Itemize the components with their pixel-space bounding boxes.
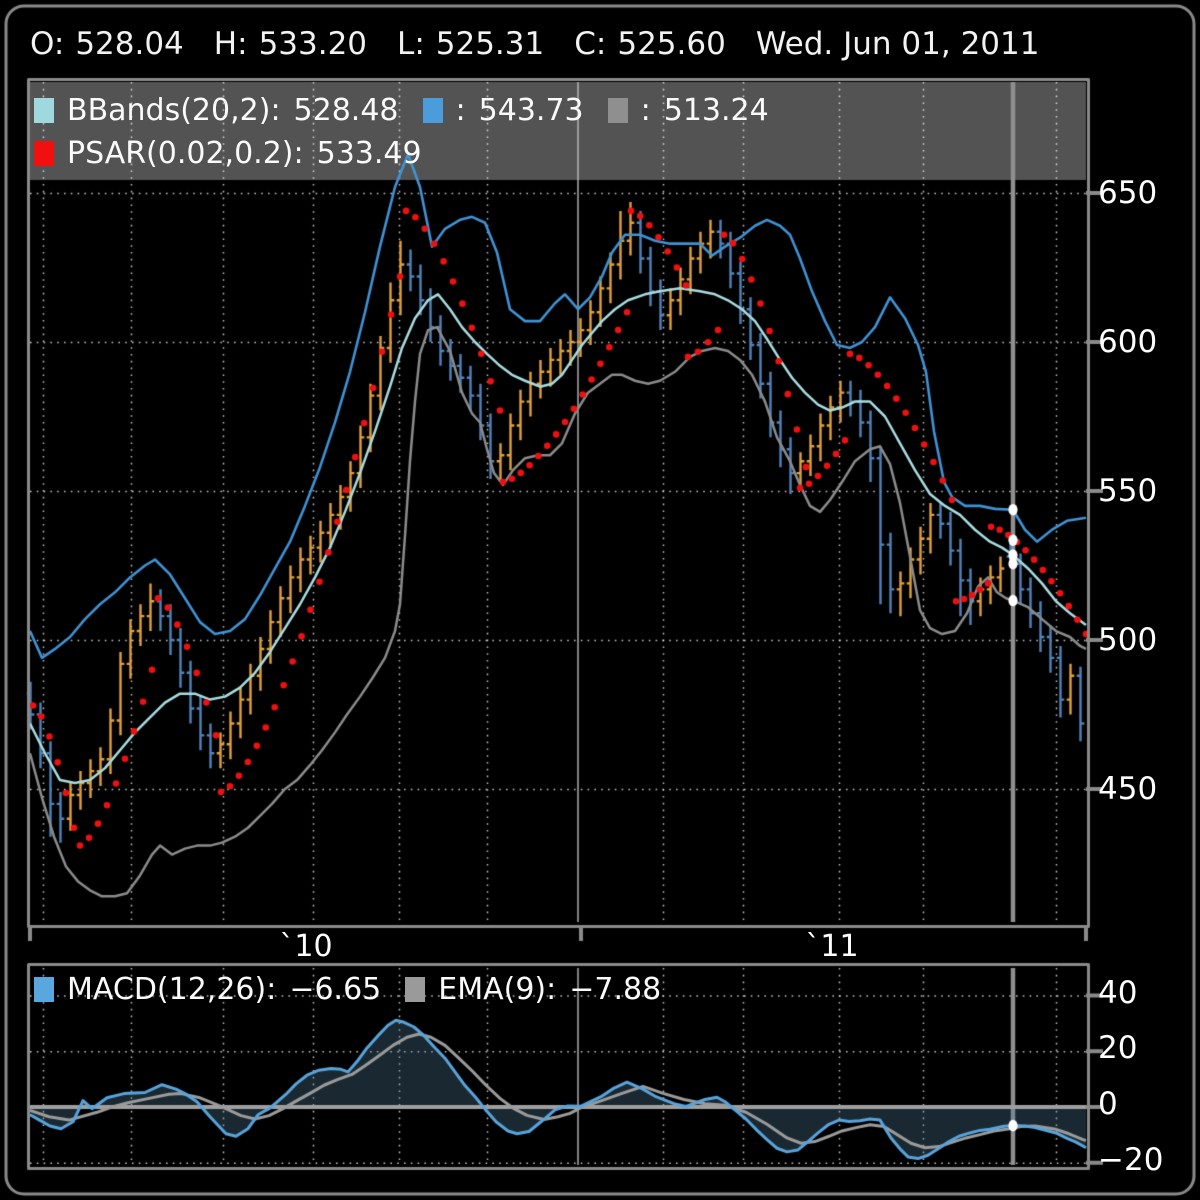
price-axis-tick-600: 600 [1098,324,1158,360]
psar-label: PSAR(0.02,0.2): [67,136,304,171]
price-legend-psar-row: PSAR(0.02,0.2): 533.49 [34,136,446,171]
price-legend-bbands-row: BBands(20,2): 528.48 : 543.73 : 513.24 [34,93,793,128]
close-label: C: [574,26,607,62]
price-axis-tick-550: 550 [1098,473,1158,509]
macd-axis-tick-neg20: −20 [1098,1142,1164,1178]
open-value: 528.04 [75,26,184,62]
x-axis-label-2011: `11 [805,929,859,964]
psar-swatch-icon [34,141,54,166]
close-value: 525.60 [617,26,726,62]
price-axis-tick-500: 500 [1098,622,1158,658]
price-axis-tick-650: 650 [1098,175,1158,211]
psar-value: 533.49 [316,136,422,171]
macd-axis-tick-40: 40 [1098,975,1138,1011]
bbands-upper-swatch-icon [422,98,443,123]
header-close: C: 525.60 [574,26,726,62]
macd-axis-tick-0: 0 [1098,1086,1118,1122]
low-value: 525.31 [435,26,545,62]
price-axis-tick-450: 450 [1098,771,1158,807]
header-open: O: 528.04 [30,26,184,62]
bbands-middle-swatch-icon [34,98,54,123]
header-date: Wed. Jun 01, 2011 [755,26,1040,62]
bbands-upper-colon: : [455,93,466,128]
high-label: H: [213,26,248,62]
macd-legend-row: MACD(12,26): −6.65 EMA(9): −7.88 [34,972,685,1007]
ohlc-header: O: 528.04 H: 533.20 L: 525.31 C: 525.60 … [30,26,1039,62]
high-value: 533.20 [258,26,368,62]
bbands-lower-swatch-icon [607,98,628,123]
bbands-middle-value: 528.48 [293,93,399,128]
macd-axis-tick-20: 20 [1098,1030,1138,1066]
macd-swatch-icon [34,977,54,1002]
macd-label: MACD(12,26): [67,972,277,1007]
ema-label: EMA(9): [438,972,557,1007]
ema-value: −7.88 [569,972,662,1007]
header-high: H: 533.20 [214,26,367,62]
bbands-lower-colon: : [640,93,651,128]
header-low: L: 525.31 [397,26,544,62]
bbands-upper-value: 543.73 [478,93,584,128]
open-label: O: [30,26,65,62]
x-axis-label-2010: `10 [279,929,333,964]
ema-swatch-icon [405,977,426,1002]
low-label: L: [397,26,425,62]
bbands-label: BBands(20,2): [67,93,281,128]
macd-value: −6.65 [289,972,382,1007]
bbands-lower-value: 513.24 [663,93,769,128]
